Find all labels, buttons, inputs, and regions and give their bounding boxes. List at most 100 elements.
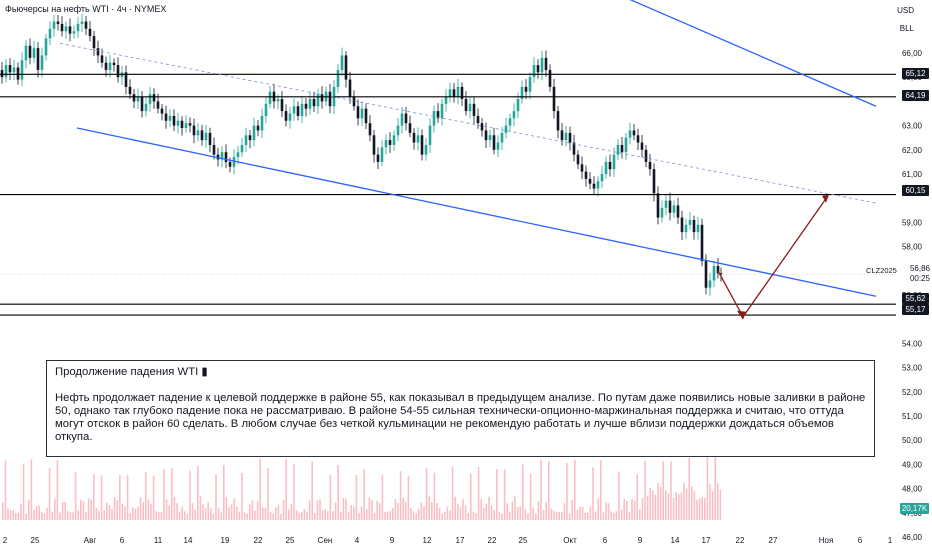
volume-bar: [576, 509, 579, 520]
volume-bar: [607, 502, 610, 520]
candle-body: [532, 65, 536, 78]
candle-body: [560, 130, 564, 141]
candle-body: [204, 132, 208, 141]
level-tag[interactable]: 55,17: [902, 304, 929, 315]
volume-bar: [246, 513, 248, 520]
volume-bar: [561, 512, 563, 520]
time-tick-label: 25: [31, 536, 40, 545]
candle-body: [184, 123, 188, 129]
candle-body: [596, 181, 600, 189]
volume-bar: [113, 496, 116, 520]
volume-bar: [308, 500, 311, 520]
price-tick-label: 58,00: [902, 243, 923, 252]
volume-bar: [457, 504, 459, 520]
volume-bar: [472, 511, 475, 520]
level-tag[interactable]: 65,12: [902, 68, 929, 79]
volume-bar: [477, 467, 480, 520]
volume-bar: [407, 475, 410, 520]
volume-bar: [568, 513, 571, 520]
candle-body: [564, 132, 568, 141]
volume-bar: [665, 490, 667, 520]
volume-bar: [514, 496, 516, 520]
volume-bar: [376, 500, 378, 520]
volume-bar: [184, 511, 186, 520]
volume-bar: [428, 496, 430, 520]
candle-body: [668, 200, 672, 213]
volume-bar: [358, 512, 360, 520]
volume-bar: [516, 506, 519, 520]
volume-bar: [282, 499, 285, 520]
level-tag[interactable]: 55,62: [902, 293, 929, 304]
volume-bar: [415, 513, 417, 520]
volume-bar: [129, 512, 131, 520]
volume-bar: [61, 501, 64, 520]
volume-bar: [667, 493, 670, 520]
volume-bar: [628, 512, 631, 520]
level-tag[interactable]: 60,15: [902, 185, 929, 196]
volume-bar: [475, 513, 477, 520]
volume-bar: [626, 500, 628, 520]
candle-body: [360, 108, 364, 119]
volume-bar: [272, 513, 274, 520]
volume-bar: [319, 499, 321, 520]
price-tick-label: 66,00: [902, 49, 923, 58]
time-tick-label: 22: [488, 536, 497, 545]
volume-bar: [459, 507, 462, 520]
volume-bar: [150, 503, 152, 520]
volume-bar: [145, 471, 147, 520]
candle-body: [276, 98, 280, 102]
candle-body: [176, 120, 180, 126]
volume-bar: [280, 513, 282, 520]
volume-bar: [454, 496, 456, 520]
time-tick-label: 12: [423, 536, 432, 545]
volume-bar: [311, 461, 313, 520]
candle-body: [388, 140, 392, 145]
candle-body: [584, 171, 588, 179]
candle-body: [16, 67, 20, 80]
candle-body: [140, 96, 144, 112]
volume-bar: [69, 511, 72, 520]
volume-bar: [542, 509, 545, 520]
volume-bar: [41, 512, 43, 520]
volume-bar: [160, 512, 163, 520]
candle-body: [396, 125, 400, 136]
candle-body: [592, 183, 596, 189]
volume-bar: [12, 510, 14, 520]
time-tick-label: 14: [184, 536, 193, 545]
volume-bar: [142, 502, 144, 520]
candle-body: [60, 23, 64, 32]
volume-bar: [267, 468, 269, 520]
price-tick-label: 54,00: [902, 339, 923, 348]
volume-bar: [48, 468, 51, 520]
level-tag[interactable]: 64,19: [902, 90, 929, 101]
volume-bar: [173, 496, 176, 520]
candle-body: [248, 135, 252, 141]
candle-body: [264, 103, 268, 116]
volume-bar: [444, 511, 446, 520]
candle-body: [528, 77, 532, 92]
candle-body: [684, 224, 688, 233]
time-tick-label: 9: [390, 536, 395, 545]
candle-body: [488, 135, 492, 141]
unit-label[interactable]: BLL: [899, 24, 914, 33]
volume-bar: [152, 475, 155, 520]
candle-body: [328, 91, 332, 107]
volume-bar: [82, 501, 85, 520]
volume-bar: [571, 499, 573, 520]
price-tick-label: 53,00: [902, 364, 923, 373]
volume-bar: [688, 457, 690, 520]
candle-body: [352, 96, 356, 107]
volume-bar: [139, 497, 142, 520]
currency-label[interactable]: USD: [897, 6, 914, 15]
analysis-note[interactable]: Продолжение падения WTI ▮ Нефть продолжа…: [46, 360, 875, 457]
candle-body: [356, 106, 360, 119]
volume-bar: [316, 500, 319, 520]
candle-body: [76, 23, 80, 32]
time-tick-label: Сен: [318, 536, 333, 545]
volume-bar: [558, 512, 560, 520]
candle-body: [12, 67, 16, 73]
volume-bar: [449, 510, 451, 520]
candle-body: [400, 113, 404, 126]
forecast-path: [717, 195, 829, 319]
